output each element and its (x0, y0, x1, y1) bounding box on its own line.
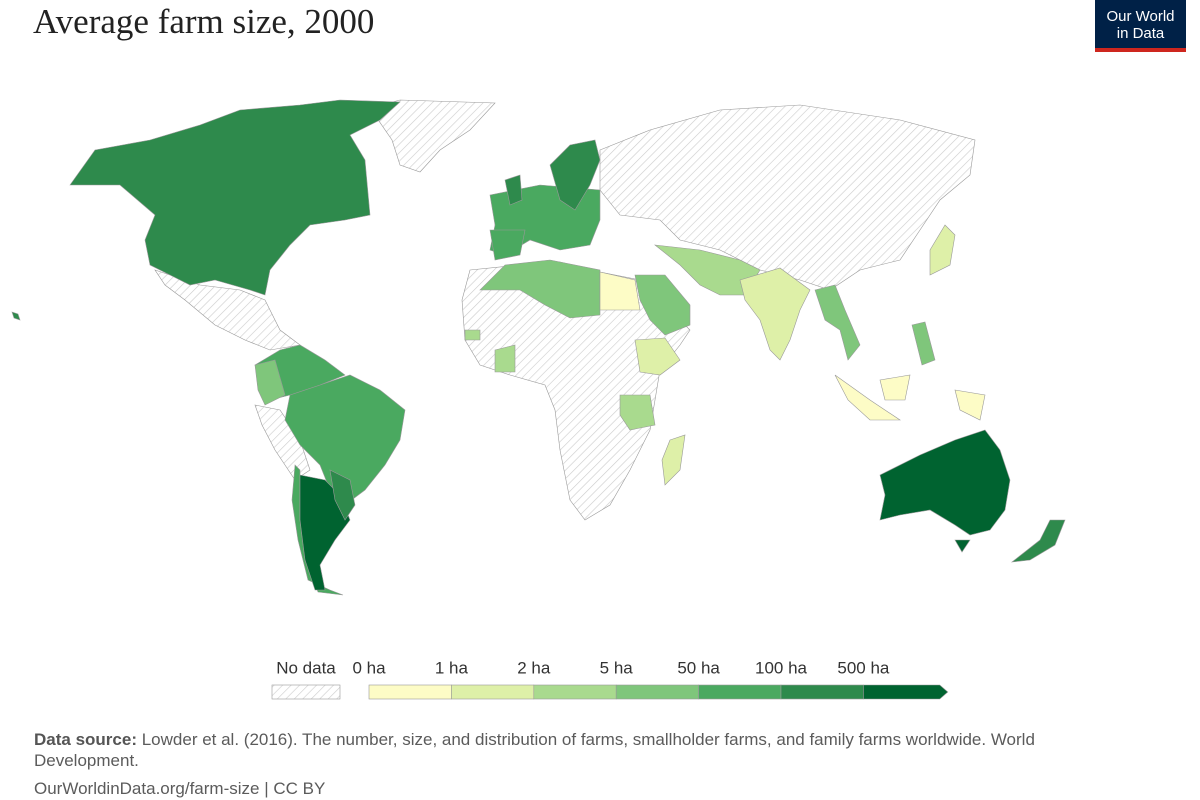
country (284, 374, 406, 506)
logo-line: in Data (1116, 25, 1165, 42)
legend-swatch (451, 684, 535, 700)
country (634, 274, 691, 336)
country (879, 374, 911, 401)
legend-label: 50 ha (677, 658, 720, 677)
country (254, 359, 286, 406)
legend: No data 0 ha 1 ha 2 ha 5 ha 50 ha 100 ha 500 h… (271, 658, 949, 700)
legend-swatch (615, 684, 699, 700)
source-label: Data source: (34, 730, 137, 749)
country (549, 139, 601, 211)
legend-label: No data (276, 658, 336, 677)
country (739, 267, 811, 361)
legend-label: 1 ha (435, 658, 469, 677)
source-text: Lowder et al. (2016). The number, size, … (34, 730, 1035, 770)
country (834, 374, 901, 421)
country (599, 271, 641, 311)
country (154, 269, 301, 351)
legend-label: 500 ha (837, 658, 890, 677)
country (11, 311, 21, 321)
legend-swatch (780, 684, 864, 700)
country (489, 229, 526, 261)
source: Data source: Lowder et al. (2016). The n… (34, 729, 1134, 771)
title: Average farm size, 2000 (33, 2, 375, 41)
country (254, 404, 311, 481)
country (464, 329, 481, 341)
legend-label: 5 ha (600, 658, 634, 677)
map: No data 0 ha 1 ha 2 ha 5 ha 50 ha 100 ha 500 h… (11, 99, 1066, 700)
country (329, 469, 356, 521)
legend-swatch (863, 684, 949, 700)
legend-label: 100 ha (755, 658, 808, 677)
country (879, 429, 1011, 536)
legend-swatch (271, 684, 341, 700)
country (369, 99, 496, 173)
country (619, 394, 656, 431)
logo-line: Our World (1106, 8, 1175, 25)
country (634, 337, 681, 376)
legend-swatch (698, 684, 782, 700)
country (69, 99, 401, 296)
country (814, 284, 861, 361)
country (661, 434, 686, 486)
country (494, 344, 516, 373)
country (929, 224, 956, 276)
legend-label: 2 ha (517, 658, 551, 677)
country (479, 259, 601, 319)
country (954, 389, 986, 421)
legend-swatch (368, 684, 452, 700)
url[interactable]: OurWorldinData.org/farm-size | CC BY (34, 779, 326, 798)
country (911, 321, 936, 366)
country (504, 174, 523, 206)
legend-label: 0 ha (352, 658, 386, 677)
country (954, 539, 971, 553)
country (1010, 519, 1066, 563)
legend-swatch (533, 684, 617, 700)
country (599, 104, 976, 291)
countries (11, 99, 1066, 596)
logo[interactable]: Our World in Data (1095, 0, 1186, 52)
